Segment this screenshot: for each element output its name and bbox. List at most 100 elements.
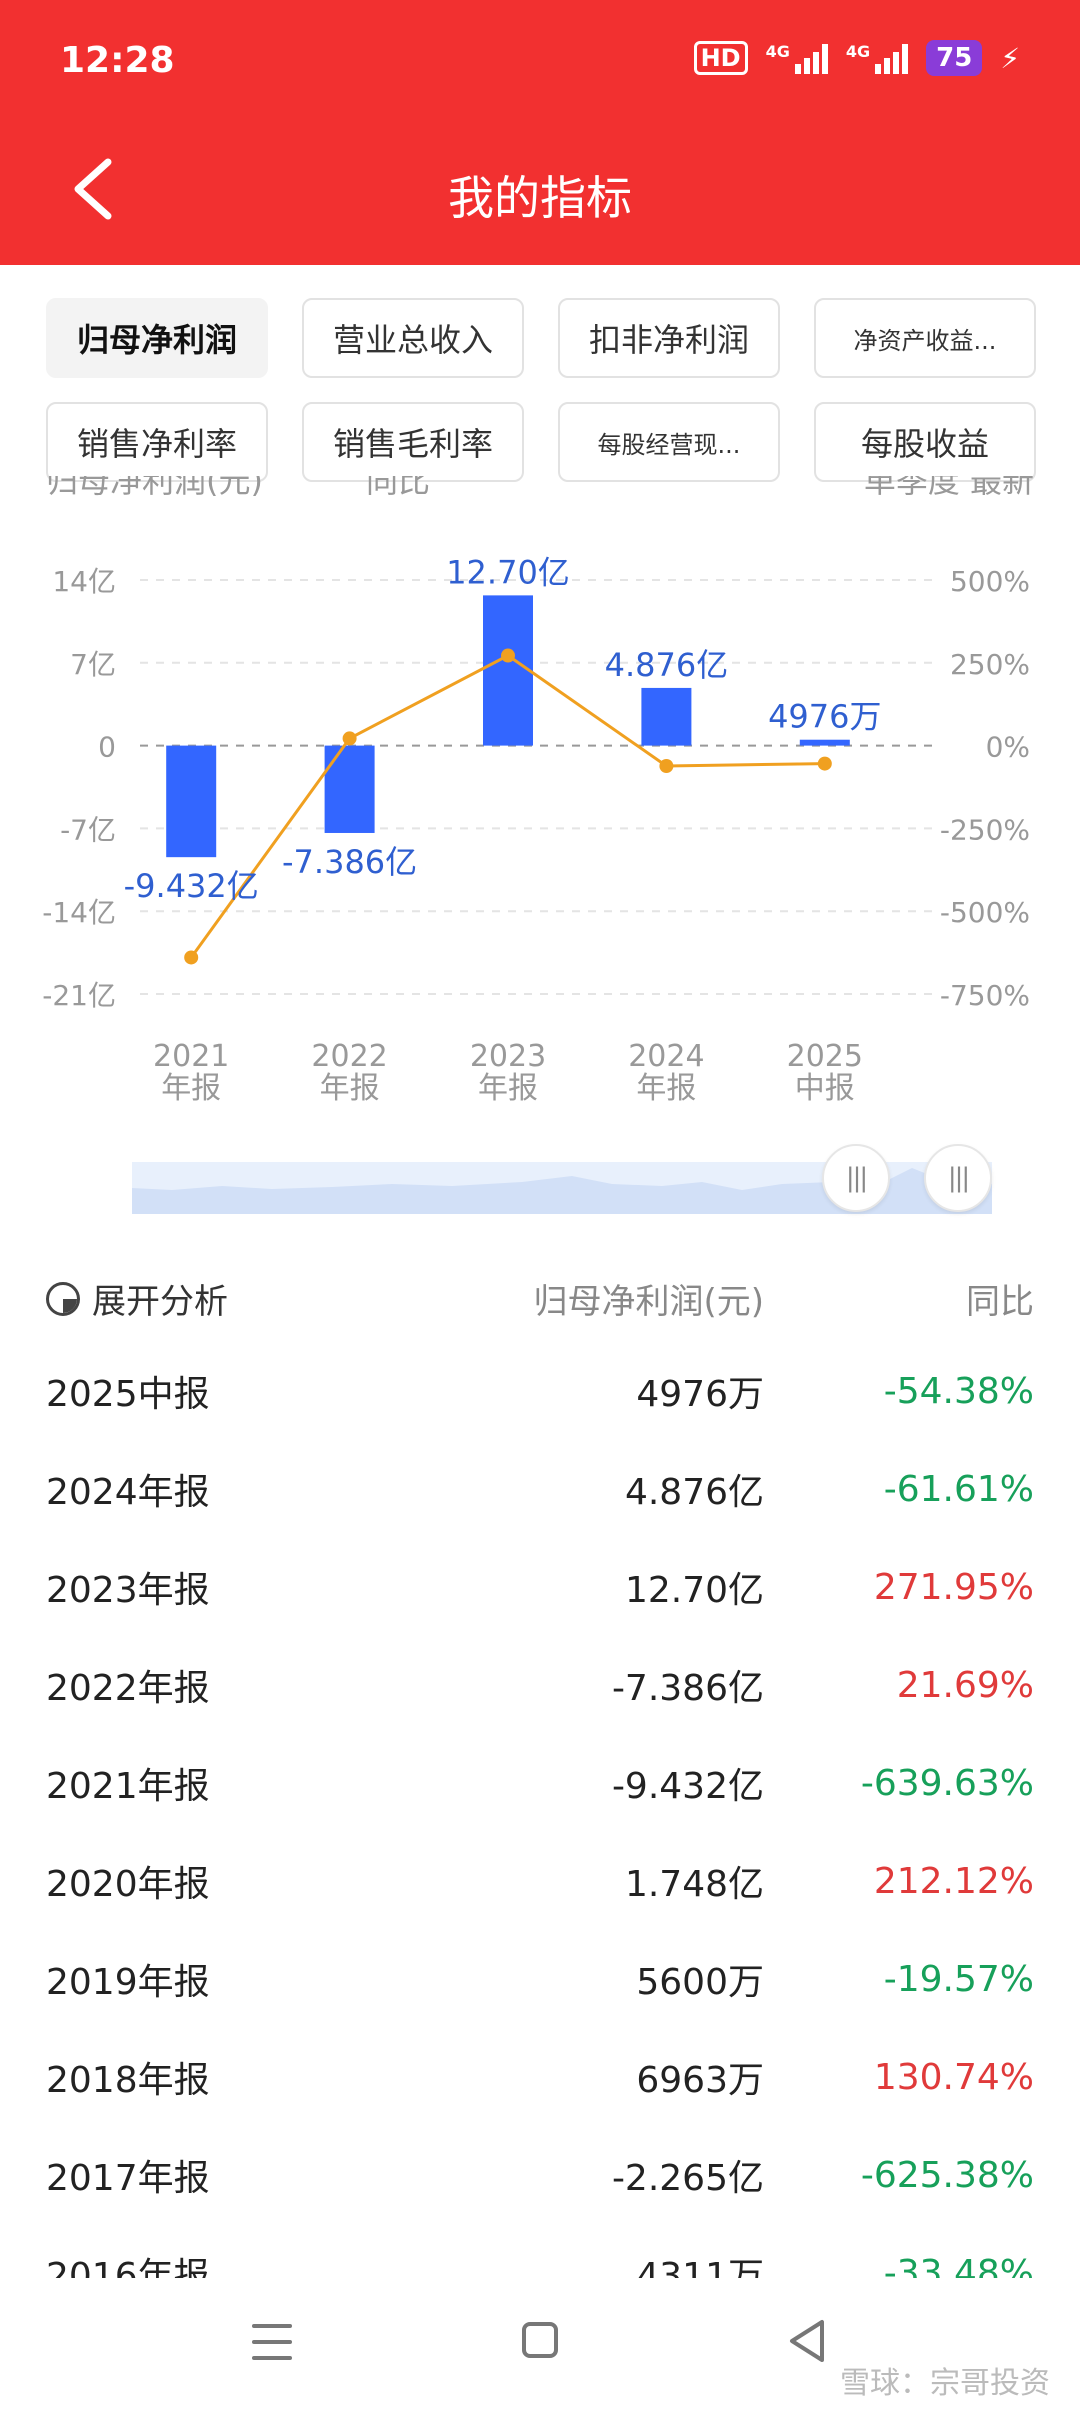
row-change: 21.69% xyxy=(896,1664,1034,1706)
row-change: -625.38% xyxy=(860,2154,1034,2196)
signal-icon-1: 4G xyxy=(766,42,828,74)
table-row[interactable]: 2021年报 -9.432亿 -639.63% xyxy=(46,1734,1034,1832)
row-value: -7.386亿 xyxy=(611,1668,764,1709)
back-button[interactable] xyxy=(70,158,118,220)
legend-yoy: 同比 xyxy=(366,476,431,500)
table-row[interactable]: 2017年报 -2.265亿 -625.38% xyxy=(46,2126,1034,2224)
range-handle-right[interactable]: ||| xyxy=(924,1144,992,1212)
tab-net-margin[interactable]: 销售净利率 xyxy=(46,402,268,482)
table-row[interactable]: 2018年报 6963万 130.74% xyxy=(46,2028,1034,2126)
row-period: 2017年报 xyxy=(46,2158,210,2199)
chart-legend: 归母净利润(元) 同比 单季度 最新 xyxy=(46,476,1034,504)
triangle-back-icon xyxy=(790,2320,824,2362)
legend-quarter-toggle[interactable]: 单季度 最新 xyxy=(863,476,1034,500)
x-tick-label: 2023 xyxy=(470,1039,546,1074)
system-nav-bar: 雪球：宗哥投资 xyxy=(0,2278,1080,2414)
y-right-tick-label: -750% xyxy=(940,979,1030,1012)
table-row[interactable]: 2025中报 4976万 -54.38% xyxy=(46,1342,1034,1440)
tab-total-revenue[interactable]: 营业总收入 xyxy=(302,298,524,378)
bar xyxy=(641,687,692,746)
table-row[interactable]: 2016年报 4311万 -33.48% xyxy=(46,2224,1034,2279)
chart-range-slider[interactable]: ||| ||| xyxy=(132,1132,992,1214)
chart-svg: 14亿 7亿 0 -7亿 -14亿 -21亿 500% 250% 0% -250% -500% -75… xyxy=(42,553,1030,1106)
x-tick-label: 2021 xyxy=(153,1039,229,1074)
y-left-tick-label: 14亿 xyxy=(52,565,116,598)
row-period: 2022年报 xyxy=(46,1668,210,1709)
row-period: 2020年报 xyxy=(46,1864,210,1905)
bar-data-label: -7.386亿 xyxy=(282,843,417,881)
net-profit-chart: 14亿 7亿 0 -7亿 -14亿 -21亿 500% 250% 0% -250% -500% -75… xyxy=(0,476,1080,1116)
column-header-change: 同比 xyxy=(966,1282,1034,1322)
expand-analysis-label: 展开分析 xyxy=(92,1282,228,1322)
row-change: -19.57% xyxy=(883,1958,1034,2000)
tab-net-profit[interactable]: 归母净利润 xyxy=(46,298,268,378)
row-value: -2.265亿 xyxy=(611,2158,764,2199)
bar-data-label: 12.70亿 xyxy=(446,553,570,591)
x-tick-label: 年报 xyxy=(478,1071,538,1106)
row-value: 12.70亿 xyxy=(624,1570,764,1611)
y-left-tick-label: 0 xyxy=(98,731,116,764)
range-handle-left[interactable]: ||| xyxy=(822,1144,890,1212)
y-left-tick-label: -21亿 xyxy=(42,979,116,1012)
status-icons: HD 4G 4G 75 ⚡ xyxy=(693,40,1020,76)
row-change: 271.95% xyxy=(873,1566,1034,1608)
row-value: 6963万 xyxy=(636,2060,764,2101)
yoy-point xyxy=(817,756,832,771)
tab-gross-margin[interactable]: 销售毛利率 xyxy=(302,402,524,482)
y-left-tick-label: -14亿 xyxy=(42,896,116,929)
header-bar: 12:28 HD 4G 4G 75 ⚡ 我的指标 xyxy=(0,0,1080,265)
row-value: 4976万 xyxy=(636,1374,764,1415)
table-row[interactable]: 2024年报 4.876亿 -61.61% xyxy=(46,1440,1034,1538)
chevron-left-icon xyxy=(74,158,112,220)
row-change: 130.74% xyxy=(873,2056,1034,2098)
x-tick-label: 年报 xyxy=(636,1071,696,1106)
expand-analysis-button[interactable]: 展开分析 xyxy=(46,1274,228,1323)
row-period: 2025中报 xyxy=(46,1374,210,1415)
table-row[interactable]: 2022年报 -7.386亿 21.69% xyxy=(46,1636,1034,1734)
x-tick-label: 中报 xyxy=(795,1071,855,1106)
x-tick-label: 2022 xyxy=(311,1039,387,1074)
tab-roe[interactable]: 净资产收益... xyxy=(814,298,1036,378)
row-period: 2023年报 xyxy=(46,1570,210,1611)
tab-deducted-net-profit[interactable]: 扣非净利润 xyxy=(558,298,780,378)
y-right-tick-label: -250% xyxy=(940,813,1030,846)
table-row[interactable]: 2019年报 5600万 -19.57% xyxy=(46,1930,1034,2028)
page-title: 我的指标 xyxy=(448,171,632,225)
table-row[interactable]: 2020年报 1.748亿 212.12% xyxy=(46,1832,1034,1930)
yoy-point xyxy=(342,731,357,746)
system-back-button[interactable] xyxy=(786,2318,826,2364)
data-table: 2025中报 4976万 -54.38% 2024年报 4.876亿 -61.61% 202… xyxy=(46,1342,1034,2279)
row-period: 2024年报 xyxy=(46,1472,210,1513)
x-tick-label: 年报 xyxy=(320,1071,380,1106)
row-period: 2018年报 xyxy=(46,2060,210,2101)
row-change: -33.48% xyxy=(883,2252,1034,2279)
yoy-point xyxy=(184,950,199,965)
x-tick-label: 2024 xyxy=(628,1039,704,1074)
bar-data-label: 4976万 xyxy=(768,698,881,736)
charging-icon: ⚡ xyxy=(1000,41,1020,75)
yoy-point xyxy=(501,648,515,663)
row-period: 2016年报 xyxy=(46,2256,210,2278)
bar xyxy=(166,745,217,858)
pie-chart-icon xyxy=(46,1281,80,1316)
table-row[interactable]: 2023年报 12.70亿 271.95% xyxy=(46,1538,1034,1636)
row-change: -61.61% xyxy=(883,1468,1034,1510)
row-value: 4.876亿 xyxy=(624,1472,764,1513)
row-value: 1.748亿 xyxy=(624,1864,764,1905)
home-button[interactable] xyxy=(522,2322,558,2358)
status-time: 12:28 xyxy=(60,40,175,81)
x-tick-label: 年报 xyxy=(161,1071,221,1106)
y-left-tick-label: 7亿 xyxy=(70,648,116,681)
hd-icon: HD xyxy=(693,41,748,75)
y-right-tick-label: -500% xyxy=(940,896,1030,929)
x-tick-label: 2025 xyxy=(787,1039,863,1074)
row-value: -9.432亿 xyxy=(611,1766,764,1807)
tab-eps[interactable]: 每股收益 xyxy=(814,402,1036,482)
tab-operating-cashflow-per-share[interactable]: 每股经营现... xyxy=(558,402,780,482)
yoy-point xyxy=(659,759,674,774)
signal-icon-2: 4G xyxy=(846,42,909,74)
watermark-text: 雪球：宗哥投资 xyxy=(840,2366,1050,2401)
indicator-tabs: 归母净利润 营业总收入 扣非净利润 净资产收益... 销售净利率 销售毛利率 每… xyxy=(46,298,1036,482)
table-header: 展开分析 归母净利润(元) 同比 xyxy=(46,1264,1034,1324)
recents-button[interactable] xyxy=(252,2324,292,2360)
